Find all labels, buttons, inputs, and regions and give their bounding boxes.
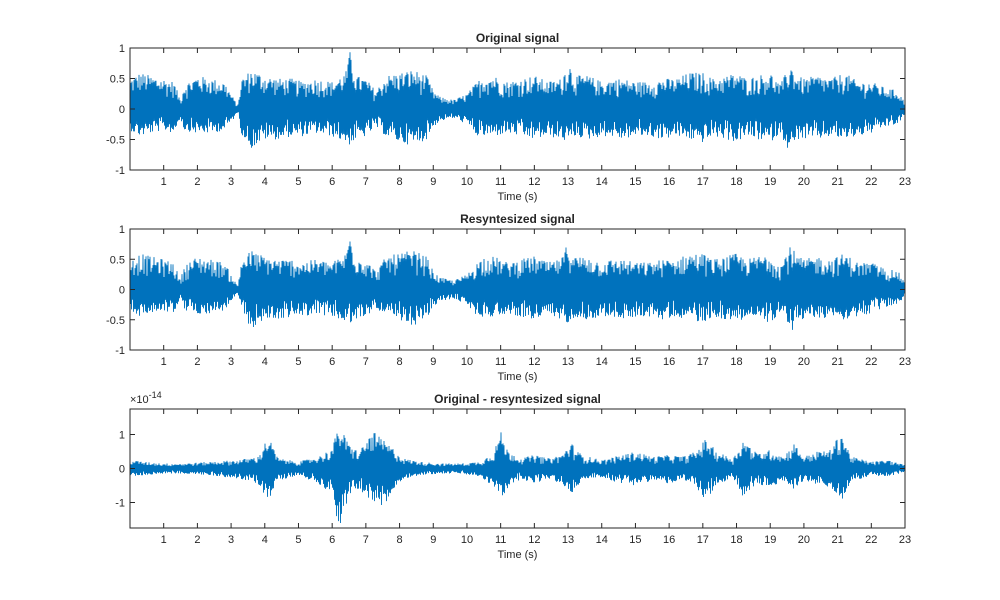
x-tick-label: 5 xyxy=(295,176,301,188)
x-tick-label: 9 xyxy=(430,534,436,546)
x-tick-label: 5 xyxy=(295,534,301,546)
x-tick-label: 3 xyxy=(228,534,234,546)
x-tick-label: 4 xyxy=(262,356,268,368)
x-tick-label: 9 xyxy=(430,356,436,368)
x-tick-label: 16 xyxy=(663,534,675,546)
x-tick-label: 3 xyxy=(228,356,234,368)
x-axis-label: Time (s) xyxy=(498,371,538,383)
x-tick-label: 7 xyxy=(363,356,369,368)
y-tick-label: -1 xyxy=(115,498,125,510)
x-tick-label: 21 xyxy=(831,356,843,368)
x-tick-label: 1 xyxy=(161,356,167,368)
plot-title: Original - resyntesized signal xyxy=(434,392,601,406)
x-tick-label: 20 xyxy=(798,356,810,368)
x-tick-label: 23 xyxy=(899,356,911,368)
x-tick-label: 2 xyxy=(194,534,200,546)
x-tick-label: 14 xyxy=(596,356,608,368)
x-tick-label: 23 xyxy=(899,534,911,546)
x-tick-label: 10 xyxy=(461,356,473,368)
subplot-1: 1 2 3 4 5 6 7 8 9 10 11 12 13 14 15 16 17 18 19 20 21 22 23-1-… xyxy=(106,31,911,203)
y-tick-label: 0.5 xyxy=(110,254,125,266)
x-tick-label: 16 xyxy=(663,356,675,368)
x-tick-label: 17 xyxy=(697,356,709,368)
x-tick-label: 13 xyxy=(562,534,574,546)
x-tick-label: 2 xyxy=(194,176,200,188)
x-tick-label: 19 xyxy=(764,356,776,368)
x-tick-label: 18 xyxy=(730,534,742,546)
x-axis-label: Time (s) xyxy=(498,549,538,561)
y-tick-label: 0.5 xyxy=(110,74,125,86)
x-tick-label: 8 xyxy=(397,176,403,188)
y-tick-label: 1 xyxy=(119,430,125,442)
x-axis-label: Time (s) xyxy=(498,191,538,203)
x-tick-label: 18 xyxy=(730,176,742,188)
x-tick-label: 13 xyxy=(562,176,574,188)
x-tick-label: 21 xyxy=(831,534,843,546)
y-tick-label: 0 xyxy=(119,464,125,476)
x-tick-label: 12 xyxy=(528,356,540,368)
x-tick-label: 14 xyxy=(596,176,608,188)
y-tick-label: -0.5 xyxy=(106,135,125,147)
signal-series-1 xyxy=(130,432,905,523)
y-tick-label: -1 xyxy=(115,345,125,357)
x-tick-label: 2 xyxy=(194,356,200,368)
x-tick-label: 6 xyxy=(329,534,335,546)
y-tick-label: 0 xyxy=(119,285,125,297)
x-tick-label: 19 xyxy=(764,176,776,188)
x-tick-label: 3 xyxy=(228,176,234,188)
x-tick-label: 11 xyxy=(495,176,506,188)
x-tick-label: 7 xyxy=(363,534,369,546)
x-tick-label: 15 xyxy=(629,356,641,368)
x-tick-label: 9 xyxy=(430,176,436,188)
x-tick-label: 6 xyxy=(329,356,335,368)
x-tick-label: 4 xyxy=(262,534,268,546)
x-tick-label: 1 xyxy=(161,534,167,546)
x-tick-label: 15 xyxy=(629,176,641,188)
signal-series-1 xyxy=(130,52,905,148)
x-tick-label: 10 xyxy=(461,534,473,546)
y-tick-label: 1 xyxy=(119,224,125,236)
x-tick-label: 22 xyxy=(865,356,877,368)
x-tick-label: 16 xyxy=(663,176,675,188)
subplot-2: 1 2 3 4 5 6 7 8 9 10 11 12 13 14 15 16 17 18 19 20 21 22 23-1-… xyxy=(106,212,911,383)
y-exponent-power: -14 xyxy=(149,390,162,400)
subplot-3: 1 2 3 4 5 6 7 8 9 10 11 12 13 14 15 16 17 18 19 20 21 22 23-10… xyxy=(115,390,911,561)
y-exponent-base: ×10 xyxy=(130,394,149,406)
x-tick-label: 11 xyxy=(495,356,506,368)
signal-series-1 xyxy=(130,241,905,330)
x-tick-label: 14 xyxy=(596,534,608,546)
x-tick-label: 19 xyxy=(764,534,776,546)
plot-title: Original signal xyxy=(476,31,559,45)
x-tick-label: 5 xyxy=(295,356,301,368)
x-tick-label: 17 xyxy=(697,534,709,546)
x-tick-label: 10 xyxy=(461,176,473,188)
x-tick-label: 17 xyxy=(697,176,709,188)
y-tick-label: 0 xyxy=(119,104,125,116)
x-tick-label: 21 xyxy=(831,176,843,188)
x-tick-label: 15 xyxy=(629,534,641,546)
x-tick-label: 11 xyxy=(495,534,506,546)
plot-title: Resyntesized signal xyxy=(460,212,575,226)
x-tick-label: 20 xyxy=(798,176,810,188)
y-tick-label: -0.5 xyxy=(106,315,125,327)
x-tick-label: 18 xyxy=(730,356,742,368)
x-tick-label: 8 xyxy=(397,356,403,368)
x-tick-label: 20 xyxy=(798,534,810,546)
x-tick-label: 23 xyxy=(899,176,911,188)
x-tick-label: 4 xyxy=(262,176,268,188)
x-tick-label: 12 xyxy=(528,176,540,188)
x-tick-label: 22 xyxy=(865,534,877,546)
x-tick-label: 7 xyxy=(363,176,369,188)
x-tick-label: 1 xyxy=(161,176,167,188)
x-tick-label: 12 xyxy=(528,534,540,546)
y-tick-label: 1 xyxy=(119,43,125,55)
y-exponent-label: ×10-14 xyxy=(130,390,162,406)
x-tick-label: 13 xyxy=(562,356,574,368)
x-tick-label: 22 xyxy=(865,176,877,188)
x-tick-label: 6 xyxy=(329,176,335,188)
x-tick-label: 8 xyxy=(397,534,403,546)
y-tick-label: -1 xyxy=(115,165,125,177)
